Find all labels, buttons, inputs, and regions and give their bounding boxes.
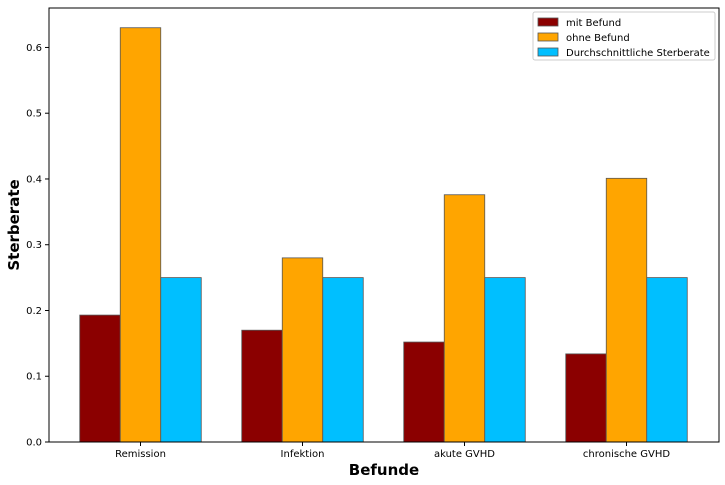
y-axis: 0.0 0.1 0.2 0.3 0.4 0.5 0.6 — [26, 43, 49, 449]
legend-swatch — [537, 47, 559, 57]
legend-box — [532, 11, 716, 61]
bar-3-4 — [646, 277, 688, 443]
x-tick-label: akute GVHD — [434, 449, 495, 460]
legend-label: ohne Befund — [566, 33, 630, 44]
x-axis: Remission Infektion akute GVHD chronische G… — [115, 442, 670, 460]
x-tick-label: chronische GVHD — [583, 449, 670, 460]
bar-2-2 — [281, 257, 324, 443]
y-tick-label: 0.4 — [26, 174, 42, 185]
bar-1-2 — [241, 329, 283, 443]
legend-swatch — [537, 17, 559, 27]
y-tick-label: 0.2 — [26, 306, 42, 317]
bar-2-1 — [119, 27, 162, 443]
bar-2-3 — [443, 194, 486, 443]
bar-3-3 — [484, 277, 526, 443]
bar-1-4 — [565, 353, 607, 443]
bar-3-2 — [322, 277, 364, 443]
plot-frame — [48, 7, 720, 443]
x-axis-title: Befunde — [349, 461, 419, 479]
y-tick-label: 0.6 — [26, 43, 42, 54]
legend: mit Befund ohne Befund Durchschnittliche S… — [532, 11, 716, 61]
bar-3-1 — [160, 277, 202, 443]
bar-1-3 — [403, 341, 445, 443]
y-tick-label: 0.0 — [26, 438, 42, 449]
x-tick-label: Infektion — [281, 449, 325, 460]
y-axis-title: Sterberate — [5, 179, 23, 270]
x-tick-label: Remission — [115, 449, 166, 460]
legend-label: Durchschnittliche Sterberate — [566, 48, 710, 59]
y-tick-label: 0.3 — [26, 240, 42, 251]
bar-1-1 — [79, 314, 121, 443]
y-tick-label: 0.1 — [26, 372, 42, 383]
legend-swatch — [537, 32, 559, 42]
y-tick-label: 0.5 — [26, 109, 42, 120]
legend-label: mit Befund — [566, 18, 621, 29]
bars-group — [79, 27, 688, 443]
bar-2-4 — [605, 177, 648, 443]
